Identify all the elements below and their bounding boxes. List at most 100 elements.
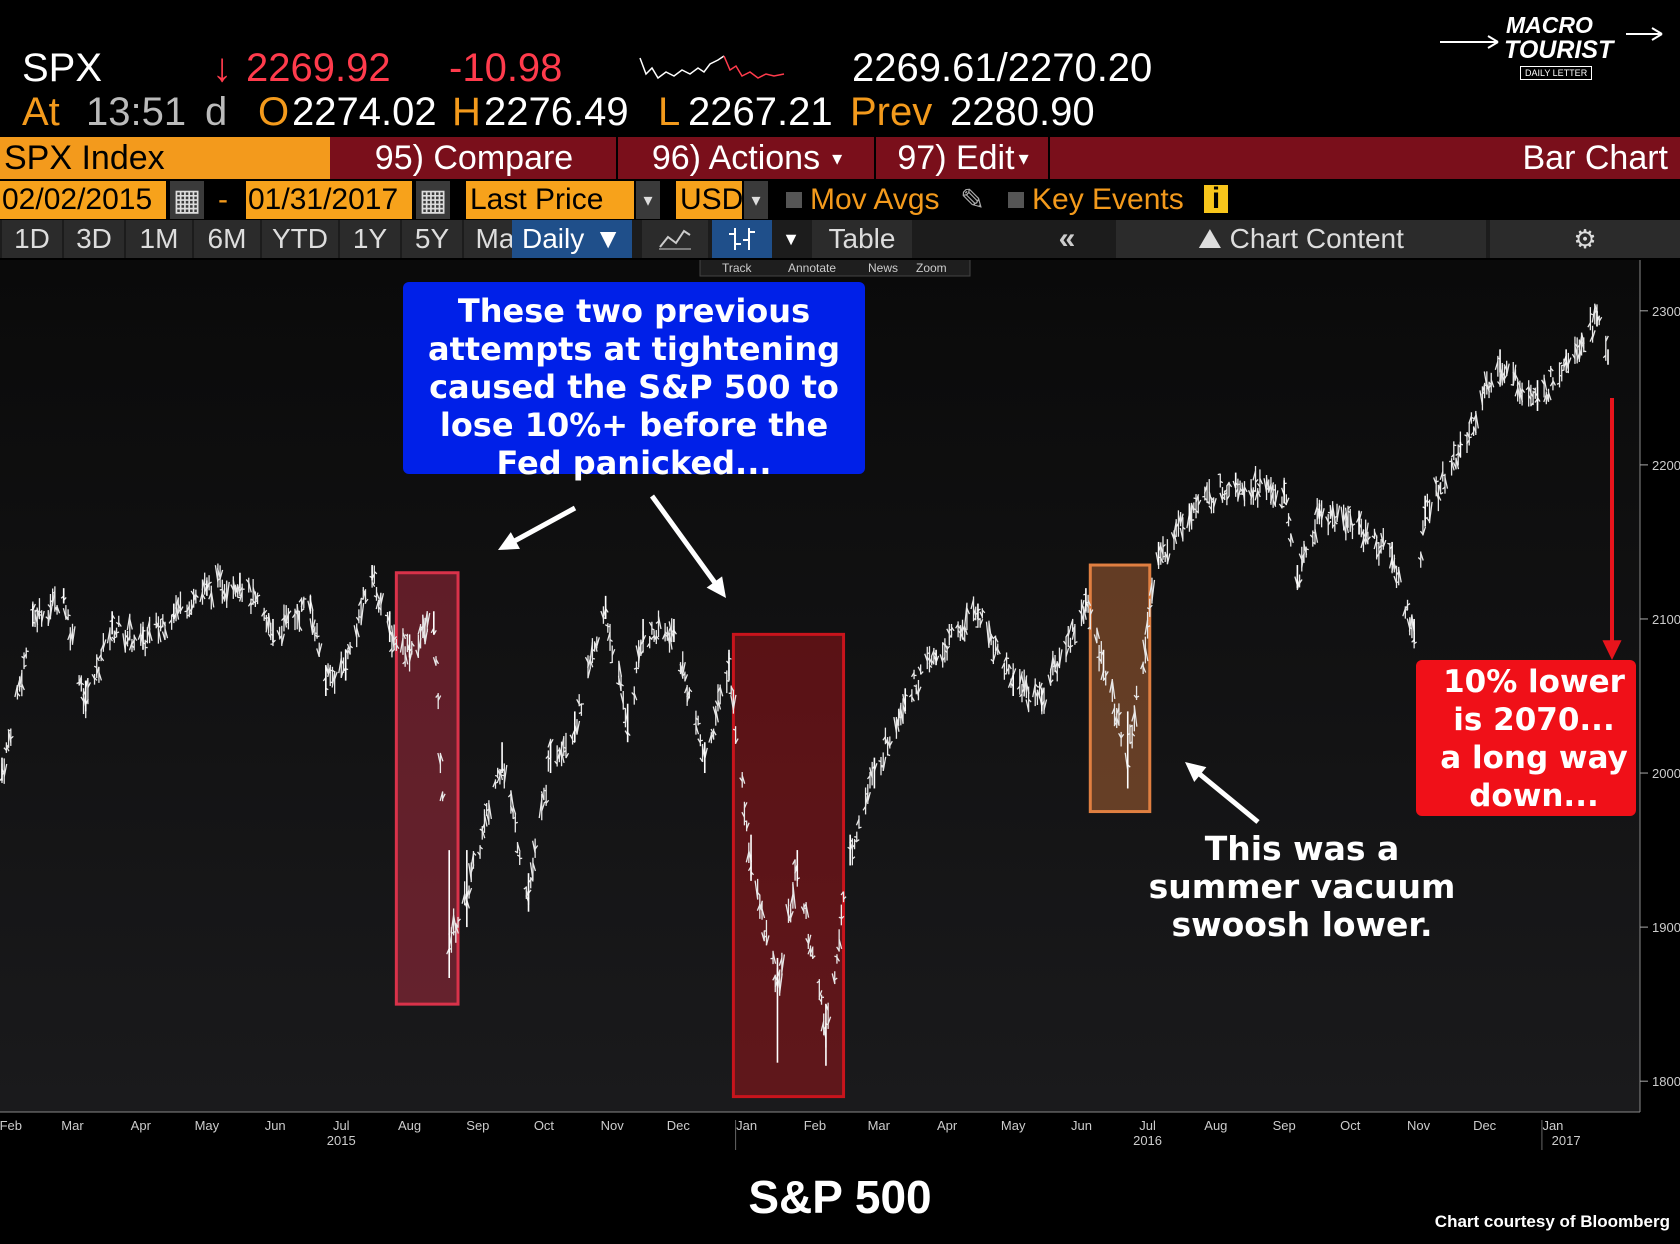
period-5y-button[interactable]: 5Y <box>402 220 462 258</box>
sub-tool-track: Track <box>722 261 753 275</box>
calendar-icon[interactable]: ▦ <box>416 181 450 219</box>
pencil-icon[interactable]: ✎ <box>960 183 986 217</box>
price-bar-close <box>530 877 534 882</box>
edit-menu[interactable]: 97) Edit ▾ <box>878 137 1050 179</box>
price-bar-close <box>1320 508 1325 521</box>
price-bar-close <box>1591 330 1596 339</box>
period-ytd-button[interactable]: YTD <box>262 220 338 258</box>
period-1y-button[interactable]: 1Y <box>340 220 400 258</box>
price-bar-open <box>468 863 472 881</box>
price-bar-close <box>318 643 323 654</box>
price-bar-open <box>1069 619 1074 628</box>
compare-button[interactable]: 95) Compare <box>332 137 618 179</box>
price-bar-open <box>172 612 177 621</box>
price-bar-open <box>693 723 697 726</box>
collapse-icon[interactable]: « <box>1058 222 1076 255</box>
chevron-down-icon[interactable]: ▾ <box>744 181 768 219</box>
info-icon[interactable]: i <box>1204 182 1228 215</box>
price-bar-close <box>807 934 812 946</box>
price-bar-close <box>1450 460 1455 471</box>
price-bar-close <box>1314 528 1319 543</box>
chevron-down-icon[interactable]: ▾ <box>636 181 660 219</box>
price-bar-open <box>1047 674 1052 686</box>
price-bar-open <box>1334 515 1338 519</box>
price-bar-close <box>717 700 722 710</box>
actions-menu[interactable]: 96) Actions ▾ <box>620 137 876 179</box>
chart-content-button[interactable]: ⛰ Chart Content <box>1116 220 1486 258</box>
price-bar-close <box>133 635 138 641</box>
date-to-field[interactable]: 01/31/2017 <box>246 181 412 219</box>
price-bar-open <box>316 648 320 658</box>
price-bar-open <box>1387 542 1391 545</box>
price-bar-close <box>67 614 71 617</box>
price-bar-close <box>510 790 515 808</box>
price-bar-close <box>1285 497 1290 505</box>
table-button[interactable]: Table <box>812 220 912 258</box>
price-field-select[interactable]: Last Price <box>466 181 634 219</box>
calendar-icon[interactable]: ▦ <box>170 181 204 219</box>
frequency-select[interactable]: Daily ▼ <box>512 220 632 258</box>
price-bar-open <box>494 774 498 778</box>
bar-chart-icon[interactable] <box>712 220 772 258</box>
price-bar-close <box>1413 641 1417 645</box>
price-bar-open <box>402 661 406 665</box>
price-bar-open <box>1133 694 1138 699</box>
chevron-down-icon[interactable]: ▼ <box>782 228 800 249</box>
price-bar-close <box>805 904 810 918</box>
price-bar-open <box>1442 486 1446 490</box>
period-3d-button[interactable]: 3D <box>64 220 124 258</box>
price-bar-close <box>1142 666 1147 673</box>
price-bar-open <box>1499 368 1503 382</box>
price-bar-open <box>245 579 250 584</box>
price-bar-close <box>334 671 338 680</box>
price-bar-close <box>838 939 843 950</box>
price-bar-open <box>1380 532 1384 545</box>
price-bar-open <box>1503 364 1508 371</box>
price-bar-close <box>1559 362 1563 365</box>
currency-select[interactable]: USD <box>676 181 743 219</box>
price-bar-open <box>36 607 41 619</box>
mov-avgs-checkbox[interactable] <box>786 181 804 219</box>
price-bar-close <box>856 839 860 842</box>
price-bar-open <box>1193 497 1197 500</box>
price-bar-close <box>1008 664 1012 670</box>
price-bar-open <box>1514 388 1519 397</box>
period-1m-button[interactable]: 1M <box>126 220 192 258</box>
price-bar-close <box>651 628 655 631</box>
period-6m-button[interactable]: 6M <box>194 220 260 258</box>
price-bar-open <box>695 717 699 721</box>
price-bar-close <box>455 924 459 934</box>
price-bar-open <box>199 592 204 603</box>
date-from-field[interactable]: 02/02/2015 <box>0 181 166 219</box>
price-bar-open <box>908 693 913 698</box>
price-bar-open <box>1494 361 1499 370</box>
prev-value: 2280.90 <box>950 90 1095 134</box>
period-1d-button[interactable]: 1D <box>2 220 62 258</box>
price-bar-close <box>98 672 103 681</box>
price-bar-close <box>1197 499 1202 506</box>
price-bar-open <box>432 657 437 666</box>
x-tick-label: Sep <box>466 1118 489 1133</box>
key-events-checkbox[interactable] <box>1008 181 1026 219</box>
edit-label: 97) Edit <box>897 138 1015 177</box>
price-bar-open <box>1435 490 1439 500</box>
price-bar-open <box>278 635 283 640</box>
line-chart-icon[interactable] <box>642 220 708 258</box>
x-tick-label: Dec <box>1473 1118 1497 1133</box>
ticker: SPX <box>22 46 103 90</box>
price-bar-open <box>569 734 574 740</box>
gear-icon[interactable]: ⚙ <box>1490 220 1680 258</box>
price-bar-close <box>356 627 360 638</box>
x-tick-label: Apr <box>937 1118 958 1133</box>
price-bar-open <box>540 791 545 801</box>
security-field[interactable]: SPX Index <box>0 137 330 179</box>
price-bar-open <box>545 755 549 759</box>
price-bar-close <box>1257 490 1261 498</box>
price-bar-close <box>1469 436 1472 439</box>
price-bar-open <box>415 649 419 658</box>
price-bar-close <box>994 637 999 643</box>
price-bar-open <box>761 932 765 942</box>
price-bar-open <box>961 635 966 642</box>
